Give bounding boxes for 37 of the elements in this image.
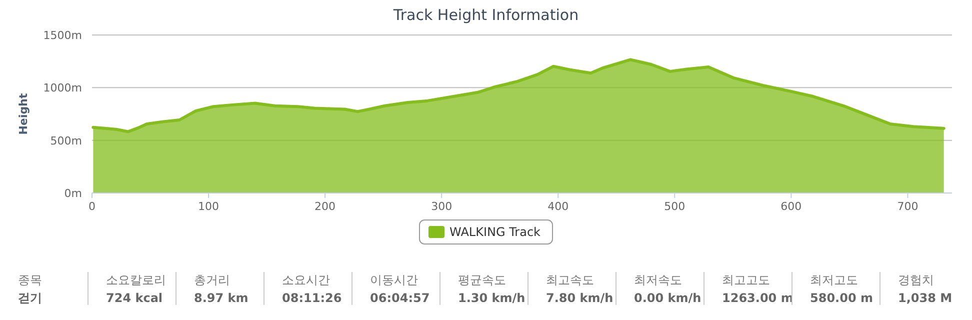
text: 총거리 [194,273,230,287]
y-tick-label: 1000m [43,82,82,95]
text: 08:11:26 [282,291,342,305]
y-tick-label: 500m [50,134,82,148]
text: 최고속도 [546,273,594,287]
y-tick-label: 1500m [43,29,82,42]
x-tick-label: 700 [897,200,918,213]
text: 걷기 [18,291,42,305]
text: 06:04:57 [370,291,430,305]
text: 소요칼로리 [106,273,166,287]
text: 최저고도 [810,273,858,287]
text: 1,038 M [898,291,952,305]
text: 7.80 km/h [546,291,614,305]
x-tick-label: 100 [198,200,220,213]
y-tick-label: 0m [64,187,82,200]
text: 경험치 [898,273,934,287]
text: 평균속도 [458,273,506,287]
text: 724 kcal [106,291,163,305]
text: 1.30 km/h [458,291,526,305]
x-tick-label: 200 [314,200,336,213]
text: 최고고도 [722,273,770,287]
text: 이동시간 [370,273,418,287]
x-tick-label: 400 [548,200,569,213]
text: 소요시간 [282,273,330,287]
text: 종목 [18,273,42,287]
text: 최저속도 [634,273,682,287]
x-tick-label: 600 [780,200,802,213]
text: 580.00 m [810,291,873,305]
x-tick-label: 500 [664,200,686,213]
legend-label: WALKING Track [449,225,541,239]
chart-title: Track Height Information [392,6,579,24]
text: 8.97 km [194,291,248,305]
y-axis-title: Height [17,93,30,135]
text: 0.00 km/h [634,291,702,305]
legend: WALKING Track [419,220,553,244]
x-tick-label: 300 [431,200,452,213]
x-tick-label: 0 [88,200,96,213]
